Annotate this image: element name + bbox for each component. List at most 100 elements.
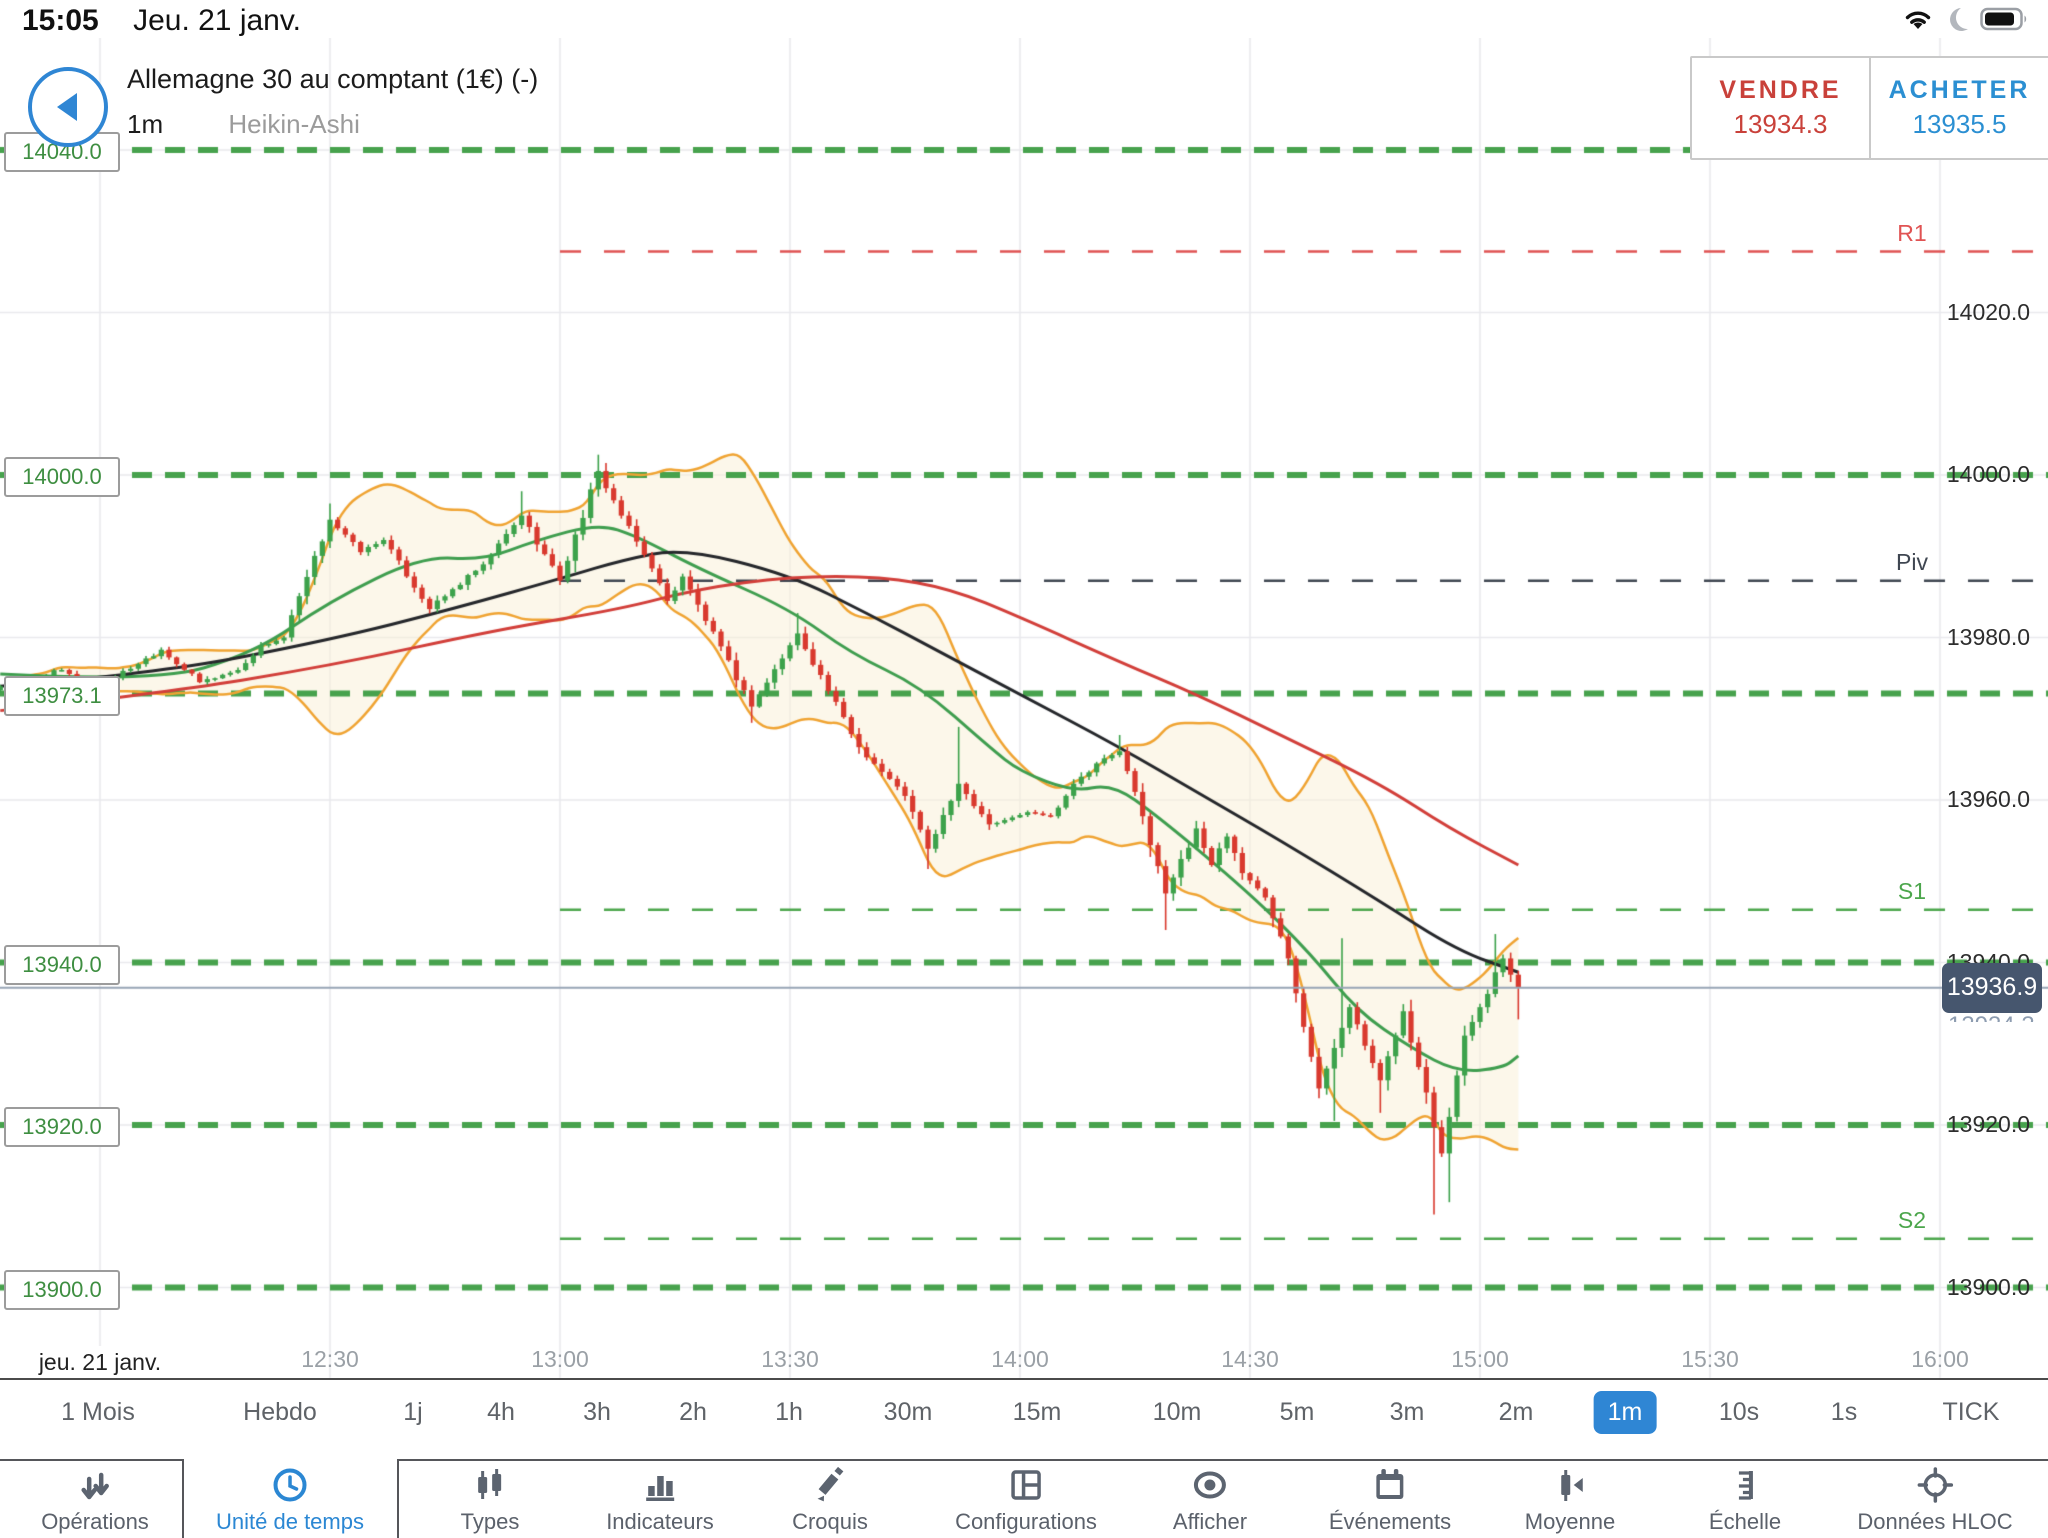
price-level-badge[interactable]: 13973.1 <box>4 675 120 716</box>
toolbar: Opérations Unité de temps Types Indicateurs… <box>0 1459 2048 1538</box>
timeframe-option-15m[interactable]: 15m <box>1012 1398 1062 1426</box>
bottom-panel: 1 Mois Hebdo 1j 4h 3h 2h 1h 30m 15m 10m 5m 3m 2m 1m 10… <box>0 1378 2048 1538</box>
timeframe-option-10s[interactable]: 10s <box>1718 1398 1760 1426</box>
toolbar-item-label: Types <box>460 1509 520 1534</box>
moon-icon <box>1944 6 1970 37</box>
timeframe-option-4h[interactable]: 4h <box>487 1398 515 1426</box>
toolbar-item-données-hloc[interactable]: Données HLOC <box>1857 1465 2013 1535</box>
timeframe-option-5m[interactable]: 5m <box>1279 1398 1315 1426</box>
current-price-badge: 13936.9 <box>1942 962 2042 1013</box>
x-axis-tick: 15:00 <box>1451 1346 1509 1372</box>
wifi-icon <box>1902 6 1934 37</box>
average-candle-icon <box>1550 1465 1590 1505</box>
bar-chart-icon <box>640 1465 680 1505</box>
toolbar-item-label: Opérations <box>41 1509 149 1534</box>
buy-button[interactable]: ACHETER 13935.5 <box>1871 58 2048 158</box>
timeframe-option-1m[interactable]: 1m <box>1593 1391 1657 1434</box>
toolbar-divider <box>182 1459 184 1538</box>
x-axis-tick: 12:30 <box>301 1346 359 1372</box>
y-axis-tick: 14020.0 <box>1946 298 2030 325</box>
back-arrow-icon <box>57 93 77 121</box>
chart-header: Allemagne 30 au comptant (1€) (-) 1m Hei… <box>127 64 538 140</box>
toolbar-item-indicateurs[interactable]: Indicateurs <box>606 1465 714 1535</box>
calendar-icon <box>1370 1465 1410 1505</box>
x-axis-tick: 16:00 <box>1911 1346 1969 1372</box>
buy-label: ACHETER <box>1888 76 2031 104</box>
toolbar-top-border <box>397 1459 2048 1461</box>
pivot-line-label: S1 <box>1897 877 1927 904</box>
pivot-line-label: R1 <box>1897 219 1927 246</box>
price-level-badge[interactable]: 13900.0 <box>4 1269 120 1310</box>
status-time: 15:05 <box>22 4 99 37</box>
timeframe-option-30m[interactable]: 30m <box>883 1398 933 1426</box>
toolbar-item-moyenne[interactable]: Moyenne <box>1524 1465 1616 1535</box>
instrument-title: Allemagne 30 au comptant (1€) (-) <box>127 64 539 94</box>
timeframe-option-tick[interactable]: TICK <box>1942 1398 2000 1426</box>
toolbar-item-label: Échelle <box>1708 1509 1782 1534</box>
y-axis-tick: 13900.0 <box>1946 1273 2030 1300</box>
toolbar-item-label: Unité de temps <box>216 1509 364 1534</box>
crosshair-icon <box>1915 1465 1955 1505</box>
x-axis-tick: 13:00 <box>531 1346 589 1372</box>
timeframe-option-10m[interactable]: 10m <box>1152 1398 1202 1426</box>
toolbar-item-label: Afficher <box>1172 1509 1248 1534</box>
eye-icon <box>1190 1465 1230 1505</box>
price-level-badge[interactable]: 14000.0 <box>4 457 120 497</box>
status-icons <box>1902 6 2030 37</box>
pencil-icon <box>810 1465 850 1505</box>
sell-price: 13934.3 <box>1733 109 1828 139</box>
x-axis-day-label: jeu. 21 janv. <box>26 1346 174 1379</box>
timeframe-option-3h[interactable]: 3h <box>583 1398 611 1426</box>
x-axis-tick: 13:30 <box>761 1346 819 1372</box>
pivot-line-label: Piv <box>1896 548 1928 575</box>
toolbar-item-échelle[interactable]: Échelle <box>1709 1465 1781 1535</box>
price-level-badge[interactable]: 13920.0 <box>4 1107 120 1147</box>
timeframe-option-1h[interactable]: 1h <box>775 1398 803 1426</box>
price-level-badge[interactable]: 13940.0 <box>4 944 120 985</box>
chart-style-label[interactable]: Heikin-Ashi <box>228 109 360 139</box>
x-axis-tick: 14:30 <box>1221 1346 1279 1372</box>
candles-icon <box>470 1465 510 1505</box>
timeframe-option-2h[interactable]: 2h <box>679 1398 707 1426</box>
toolbar-divider <box>397 1459 399 1538</box>
toolbar-item-label: Indicateurs <box>606 1509 714 1534</box>
toolbar-item-configurations[interactable]: Configurations <box>955 1465 1097 1535</box>
buy-price: 13935.5 <box>1912 109 2007 139</box>
quote-panel: VENDRE 13934.3 ACHETER 13935.5 <box>1690 56 2048 160</box>
toolbar-top-border <box>0 1459 182 1461</box>
status-bar: 15:05 Jeu. 21 janv. <box>0 0 2048 38</box>
toolbar-item-unité-de-temps[interactable]: Unité de temps <box>216 1465 364 1535</box>
timeframe-option-1j[interactable]: 1j <box>403 1398 423 1426</box>
toolbar-item-afficher[interactable]: Afficher <box>1173 1465 1247 1535</box>
timeframe-option-1s[interactable]: 1s <box>1830 1398 1858 1426</box>
timeframe-option-hebdo[interactable]: Hebdo <box>243 1398 317 1426</box>
timeframe-option-3m[interactable]: 3m <box>1389 1398 1425 1426</box>
y-axis-tick: 13920.0 <box>1946 1111 2030 1137</box>
toolbar-item-croquis[interactable]: Croquis <box>792 1465 868 1535</box>
timeframe-option-1-mois[interactable]: 1 Mois <box>61 1398 135 1426</box>
battery-icon <box>1980 6 2030 37</box>
status-left: 15:05 Jeu. 21 janv. <box>22 4 301 38</box>
obscured-price-label: 13934.3 <box>1948 1013 2035 1022</box>
timeframe-option-2m[interactable]: 2m <box>1498 1398 1534 1426</box>
operations-arrows-icon <box>75 1465 115 1505</box>
toolbar-item-événements[interactable]: Événements <box>1329 1465 1451 1535</box>
pivot-line-label: S2 <box>1897 1206 1927 1233</box>
toolbar-item-label: Configurations <box>955 1509 1097 1534</box>
back-button[interactable] <box>28 67 108 147</box>
clock-icon <box>270 1465 310 1505</box>
layout-icon <box>1006 1465 1046 1505</box>
x-axis-tick: 14:00 <box>991 1346 1049 1372</box>
sell-button[interactable]: VENDRE 13934.3 <box>1692 58 1871 158</box>
y-axis-tick: 13960.0 <box>1946 786 2030 812</box>
status-date: Jeu. 21 janv. <box>133 4 301 37</box>
toolbar-item-types[interactable]: Types <box>460 1465 520 1535</box>
toolbar-item-label: Moyenne <box>1524 1509 1616 1534</box>
timeframe-label[interactable]: 1m <box>127 109 164 139</box>
toolbar-item-label: Croquis <box>792 1509 868 1534</box>
toolbar-item-label: Événements <box>1328 1509 1452 1534</box>
ruler-icon <box>1725 1465 1765 1505</box>
toolbar-item-opérations[interactable]: Opérations <box>41 1465 149 1535</box>
chart-subtitle: 1m Heikin-Ashi <box>127 109 538 140</box>
